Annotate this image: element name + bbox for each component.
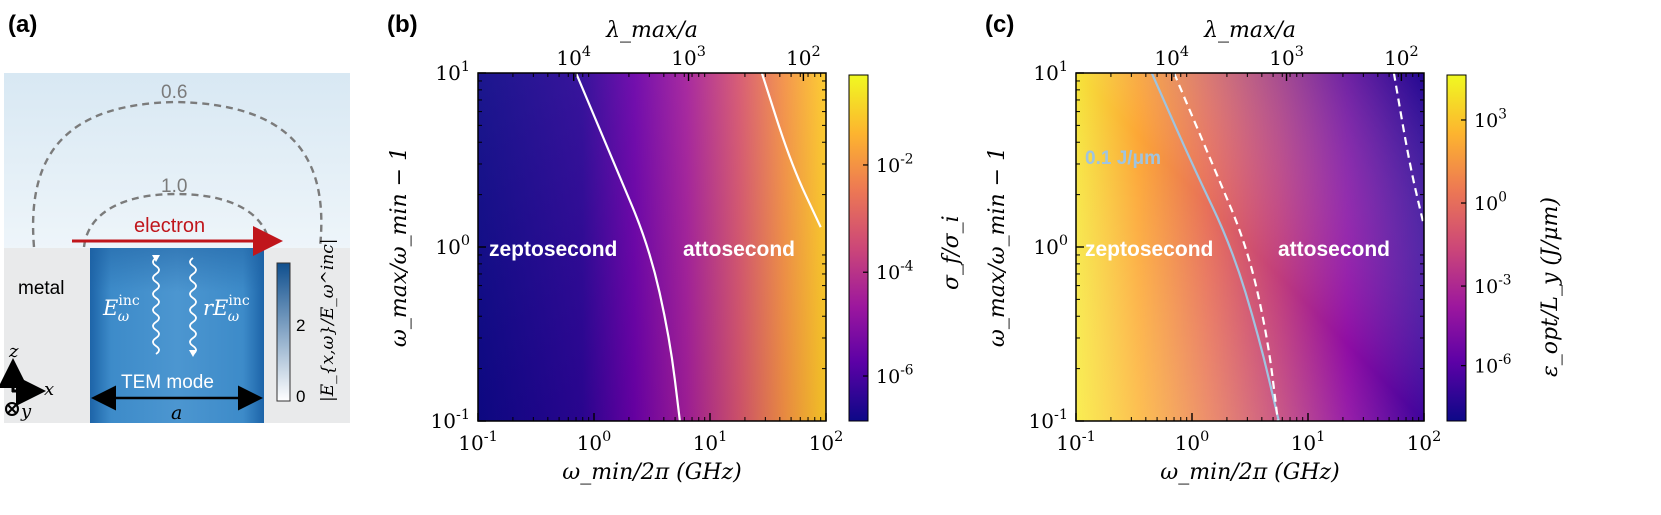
x-axis-label: ω_min/2π (GHz) [1160,460,1339,485]
contour-label-c: 0.1 J/μm [1085,148,1161,169]
y-tick-label: 100 [1033,233,1068,259]
panel-c-label: (c) [985,11,1014,38]
width-label: a [171,402,182,424]
heatmap-b-shading [478,73,826,421]
x-tick-label: 10-1 [1056,429,1095,455]
x-tick-label: 100 [1175,429,1210,455]
contour-outer-label: 0.6 [161,82,187,103]
contour-line-dashed [1173,73,1279,421]
y-axis-label: ω_max/ω_min − 1 [985,147,1010,347]
panel-a-label: (a) [8,11,37,38]
y-axis-label: ω_max/ω_min − 1 [387,147,412,347]
field-colorbar-tick-min: 0 [296,387,305,406]
contour-line-dashed [1392,73,1424,222]
contour-line-solid [760,73,822,228]
field-colorbar [276,262,291,402]
x-tick-label: 101 [693,429,728,455]
field-colorbar-tick-max: 2 [296,316,305,335]
contours-c [1150,73,1424,421]
incident-wave-arrowhead [152,255,160,262]
axes-c: 10-1 100 101 102 10-1 100 101 104 103 102 ω_min/2π… [985,18,1441,485]
panel-a: (a) 0.6 1.0 electron metal Einc ω rEinc ω … [0,11,350,424]
reflected-field-label: rEinc ω [203,293,250,325]
y-tick-label: 101 [435,59,470,85]
axis-y-cross [7,404,17,414]
tem-mode-label: TEM mode [121,372,214,393]
y-tick-label: 10-1 [1029,407,1068,433]
heatmap-c-shading [1076,73,1424,421]
reflected-wave [189,257,197,355]
reflected-wave-arrowhead [189,350,197,357]
colorbar-tick-label: 10-3 [1474,273,1512,299]
panel-b: (b) 10-1 100 101 102 10-1 100 101 104 103 102 ω_mi… [387,11,964,485]
top-tick-label: 103 [1269,44,1304,70]
top-tick-label: 102 [786,44,821,70]
x-axis-label: ω_min/2π (GHz) [562,460,741,485]
contour-line-solid [1150,73,1280,421]
colorbar-tick-label: 10-6 [1474,352,1512,378]
x-tick-label: 101 [1291,429,1326,455]
incident-wave [152,257,160,355]
electron-label: electron [134,215,205,237]
x-tick-label: 100 [577,429,612,455]
region-zeptosecond-c: zeptosecond [1085,238,1213,261]
axis-x-label: x [44,379,54,400]
colorbar-tick-label: 100 [1474,189,1507,215]
colorbar-tick-label: 10-6 [876,362,914,388]
colorbar-c-ticks: 10-6 10-3 100 103 [1461,106,1512,378]
panel-b-label: (b) [387,11,418,38]
top-tick-label: 103 [671,44,706,70]
contour-line-solid [575,73,681,421]
x-tick-label: 10-1 [458,429,497,455]
top-tick-label: 102 [1384,44,1419,70]
panel-c: (c) 10-1 100 101 102 10-1 100 101 104 103 102 ω_mi… [985,11,1563,485]
field-colorbar-label: |E_{x,ω}/E_ω^inc| [318,238,338,402]
region-attosecond-c: attosecond [1278,238,1390,261]
metal-label: metal [18,278,64,299]
region-zeptosecond-b: zeptosecond [489,238,617,261]
region-attosecond-b: attosecond [683,238,795,261]
colorbar-b [848,74,869,422]
y-tick-label: 100 [435,233,470,259]
contour-outer [31,100,323,248]
colorbar-b-ticks: 10-6 10-4 10-2 [863,151,914,388]
axis-y-symbol [5,402,19,416]
y-tick-label: 101 [1033,59,1068,85]
axis-y-label: y [20,401,32,422]
colorbar-c [1446,74,1467,422]
axis-z-label: z [8,341,19,362]
colorbar-b-label: σ_f/σ_i [939,215,964,290]
y-tick-label: 10-1 [431,407,470,433]
top-tick-label: 104 [1154,44,1189,70]
contours-b [575,73,822,421]
colorbar-tick-label: 10-4 [876,259,914,285]
x-tick-label: 102 [1407,429,1442,455]
top-axis-label: λ_max/a [1203,18,1296,43]
colorbar-tick-label: 10-2 [876,151,914,177]
top-axis-label: λ_max/a [605,18,698,43]
contour-inner [82,192,272,248]
top-tick-label: 104 [556,44,591,70]
colorbar-c-label: ε_opt/L_y (J/μm) [1538,197,1563,377]
colorbar-tick-label: 103 [1474,106,1507,132]
x-tick-label: 102 [809,429,844,455]
contour-inner-label: 1.0 [161,176,187,197]
axes-b: 10-1 100 101 102 10-1 100 101 104 103 102 ω_min/2π… [387,18,843,485]
incident-field-label: Einc ω [102,293,140,325]
